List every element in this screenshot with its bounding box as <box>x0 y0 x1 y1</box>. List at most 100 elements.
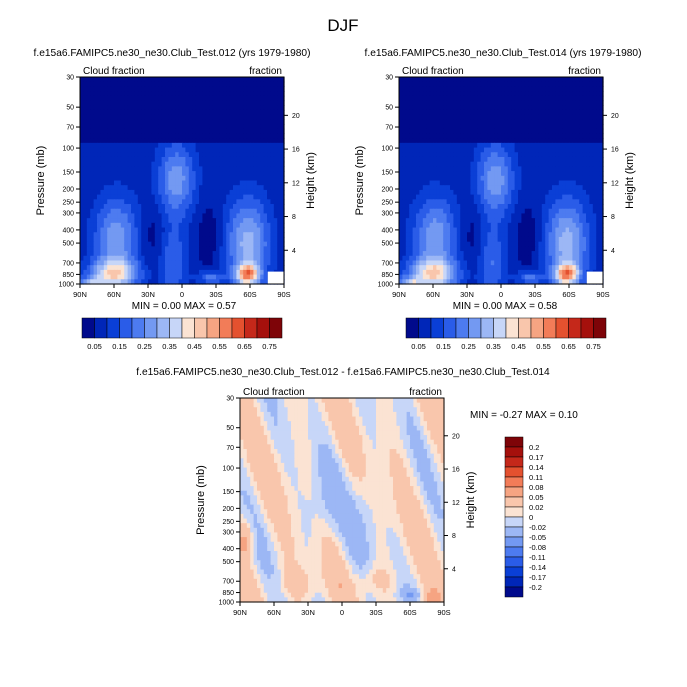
heatmap-cell <box>596 213 601 219</box>
heatmap-cell <box>188 208 193 215</box>
heatmap-cell <box>419 222 424 229</box>
heatmap-cell <box>239 161 244 167</box>
heatmap-cell <box>480 251 485 257</box>
heatmap-cell <box>260 208 265 215</box>
heatmap-cell <box>558 119 563 125</box>
heatmap-cell <box>263 199 268 205</box>
heatmap-cell <box>229 86 234 92</box>
heatmap-cell <box>100 152 105 158</box>
heatmap-cell <box>514 119 519 125</box>
heatmap-cell <box>412 251 417 257</box>
heatmap-cell <box>552 105 556 111</box>
heatmap-cell <box>107 124 112 130</box>
heatmap-cell <box>501 105 505 111</box>
heatmap-cell <box>216 246 220 252</box>
heatmap-cell <box>178 114 183 120</box>
heatmap-cell <box>80 105 84 111</box>
heatmap-cell <box>446 133 451 139</box>
heatmap-cell <box>439 142 444 149</box>
heatmap-cell <box>219 251 224 257</box>
heatmap-cell <box>439 147 444 153</box>
heatmap-cell <box>541 95 546 102</box>
heatmap-cell <box>443 91 448 97</box>
heatmap-cell <box>277 180 282 186</box>
heatmap-cell <box>103 274 108 280</box>
heatmap-cell <box>103 194 108 200</box>
heatmap-cell <box>267 213 271 219</box>
heatmap-cell <box>120 119 125 125</box>
heatmap-cell <box>569 218 573 224</box>
heatmap-cell <box>151 269 156 276</box>
heatmap-cell <box>171 213 176 219</box>
heatmap-cell <box>429 185 434 191</box>
heatmap-cell <box>467 91 471 97</box>
heatmap-cell <box>178 227 183 233</box>
heatmap-cell <box>463 227 468 233</box>
heatmap-cell <box>185 199 190 205</box>
heatmap-cell <box>473 100 478 106</box>
heatmap-cell <box>490 189 495 196</box>
heatmap-cell <box>579 100 584 106</box>
heatmap-cell <box>165 204 169 210</box>
heatmap-cell <box>103 100 108 106</box>
heatmap-cell <box>185 100 190 106</box>
heatmap-cell <box>562 124 567 130</box>
heatmap-cell <box>480 218 485 224</box>
heatmap-cell <box>195 100 200 106</box>
heatmap-cell <box>192 199 197 205</box>
heatmap-cell <box>178 222 183 229</box>
heatmap-cell <box>131 199 135 205</box>
heatmap-cell <box>453 124 458 130</box>
heatmap-cell <box>131 161 135 167</box>
heatmap-cell <box>470 152 475 158</box>
heatmap-cell <box>565 100 570 106</box>
heatmap-cell <box>182 171 186 177</box>
heatmap-cell <box>399 194 403 200</box>
heatmap-cell <box>586 156 590 163</box>
heatmap-cell <box>171 236 176 243</box>
heatmap-cell <box>250 109 254 116</box>
heatmap-cell <box>216 279 220 285</box>
heatmap-cell <box>436 222 441 229</box>
heatmap-cell <box>93 109 98 116</box>
heatmap-cell <box>596 246 601 252</box>
heatmap-cell <box>86 166 91 172</box>
heatmap-cell <box>514 213 519 219</box>
heatmap-cell <box>504 152 509 158</box>
heatmap-cell <box>131 152 135 158</box>
heatmap-cell <box>422 133 427 139</box>
heatmap-cell <box>124 166 129 172</box>
heatmap-cell <box>114 105 118 111</box>
heatmap-cell <box>100 114 105 120</box>
heatmap-cell <box>558 95 563 102</box>
heatmap-cell <box>453 138 458 144</box>
heatmap-cell <box>178 77 183 83</box>
heatmap-cell <box>596 124 601 130</box>
heatmap-cell <box>569 147 573 153</box>
heatmap-cell <box>575 95 580 102</box>
heatmap-cell <box>236 232 241 238</box>
heatmap-cell <box>569 119 573 125</box>
heatmap-cell <box>134 142 139 149</box>
heatmap-cell <box>256 185 261 191</box>
heatmap-cell <box>521 133 526 139</box>
heatmap-cell <box>263 142 268 149</box>
heatmap-cell <box>120 166 125 172</box>
heatmap-cell <box>548 100 553 106</box>
heatmap-cell <box>182 161 186 167</box>
heatmap-cell <box>402 175 407 182</box>
heatmap-cell <box>511 166 516 172</box>
heatmap-cell <box>117 171 122 177</box>
y-right-tick-label: 4 <box>292 248 296 255</box>
heatmap-cell <box>267 114 271 120</box>
heatmap-cell <box>545 236 550 243</box>
heatmap-cell <box>120 152 125 158</box>
heatmap-cell <box>154 175 159 182</box>
heatmap-cell <box>467 114 471 120</box>
heatmap-cell <box>477 152 482 158</box>
heatmap-cell <box>107 236 112 243</box>
heatmap-cell <box>158 260 163 266</box>
heatmap-cell <box>545 91 550 97</box>
heatmap-cell <box>531 114 536 120</box>
heatmap-cell <box>86 185 91 191</box>
